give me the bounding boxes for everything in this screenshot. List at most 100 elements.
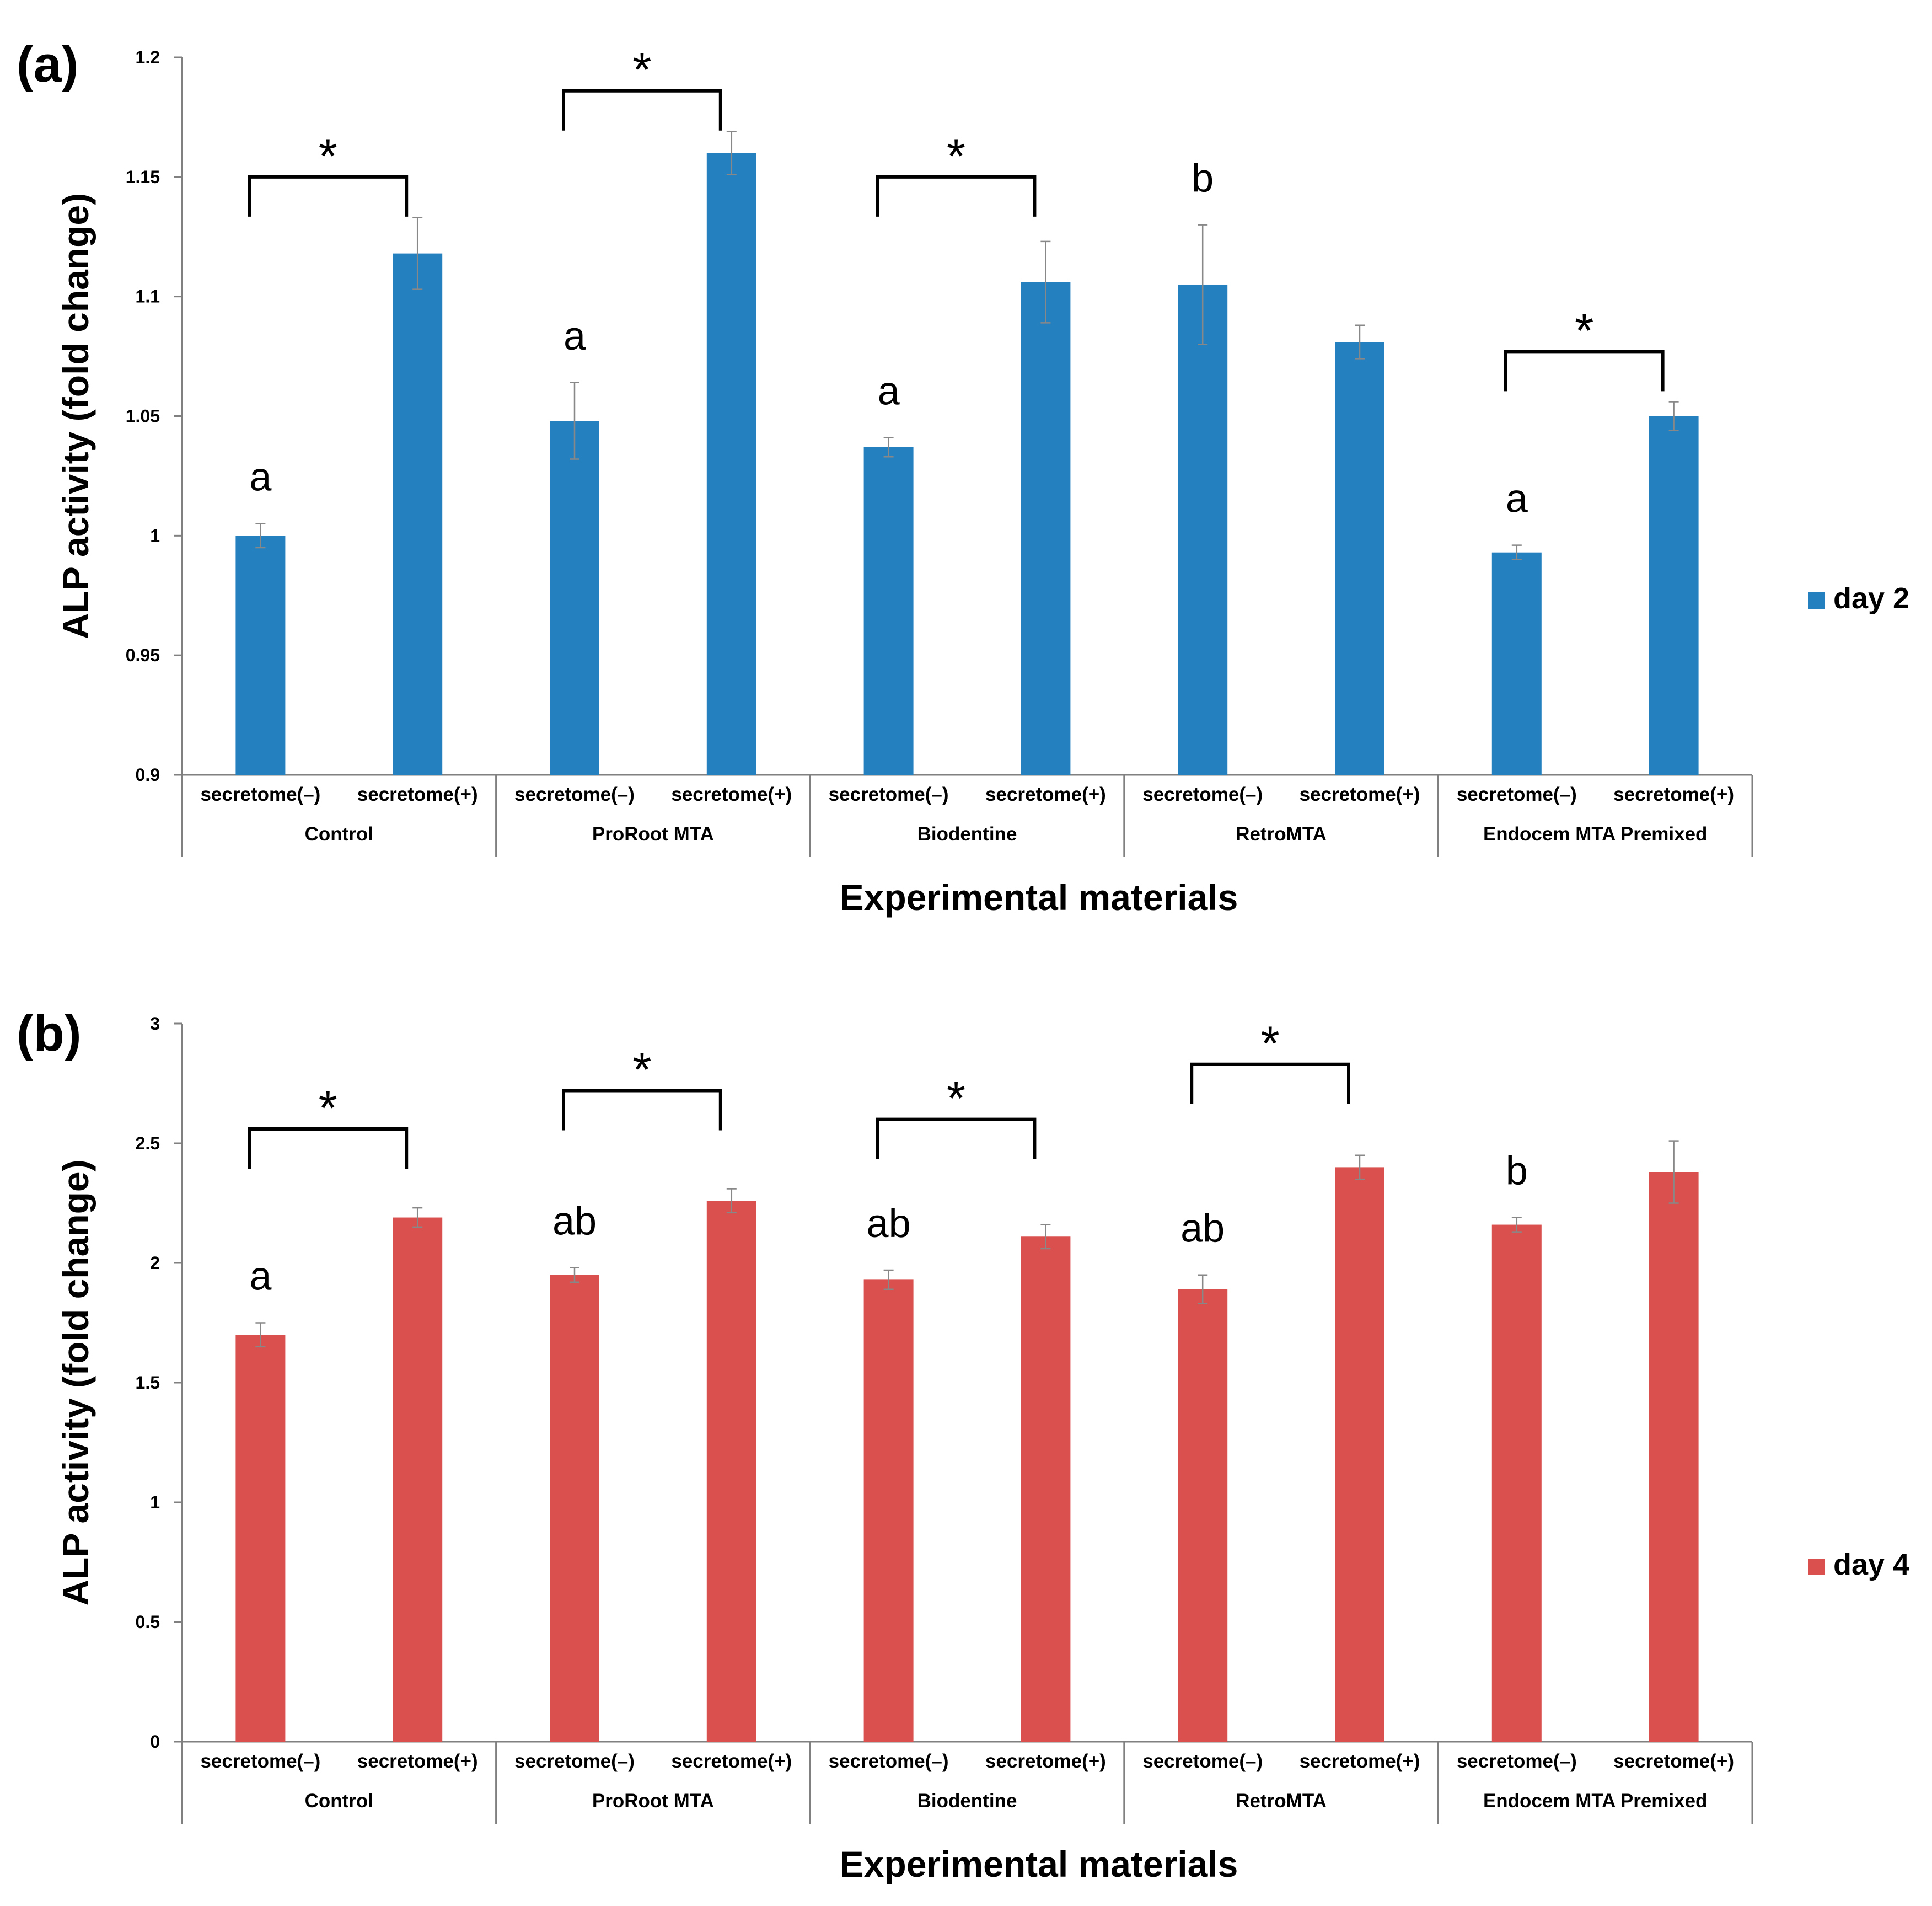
y-tick-label: 0 <box>150 1732 160 1752</box>
legend-label: day 2 <box>1833 582 1909 615</box>
bar <box>550 421 599 775</box>
x-sub-label: secretome(–) <box>200 1750 320 1772</box>
group-letter-annotation: a <box>249 1255 272 1299</box>
y-tick-label: 1.1 <box>136 287 160 307</box>
x-group-label: Endocem MTA Premixed <box>1483 1790 1707 1812</box>
y-tick-label: 3 <box>150 1014 160 1034</box>
x-axis-title: Experimental materials <box>840 1844 1238 1884</box>
significance-star: * <box>947 129 965 183</box>
bar <box>550 1275 599 1742</box>
bar <box>393 253 443 775</box>
x-group-label: Control <box>305 1790 373 1812</box>
x-sub-label: secretome(+) <box>1613 784 1734 805</box>
panel-label: (b) <box>17 1005 81 1062</box>
significance-bracket <box>1504 350 1665 392</box>
group-letter-annotation: ab <box>867 1202 911 1246</box>
y-tick-label: 2.5 <box>136 1133 160 1153</box>
group-letter-annotation: a <box>1506 477 1528 521</box>
bar <box>1021 282 1071 775</box>
x-sub-label: secretome(+) <box>985 784 1106 805</box>
bar <box>863 447 914 775</box>
x-group-label: ProRoot MTA <box>592 1790 714 1812</box>
y-axis-title: ALP activity (fold change) <box>55 193 96 639</box>
x-group-label: ProRoot MTA <box>592 823 714 845</box>
x-sub-label: secretome(+) <box>357 1750 478 1772</box>
x-group-label: Biodentine <box>917 1790 1017 1812</box>
significance-bracket <box>1190 1062 1350 1104</box>
bar <box>1178 1289 1228 1742</box>
y-tick-label: 0.9 <box>136 765 160 785</box>
significance-star: * <box>632 1042 651 1097</box>
x-sub-label: secretome(–) <box>829 1750 949 1772</box>
y-tick-label: 1.5 <box>136 1373 160 1393</box>
bar <box>1021 1236 1071 1742</box>
bar <box>1491 1224 1542 1742</box>
bar <box>706 153 756 775</box>
bar <box>706 1201 756 1742</box>
bar <box>393 1217 443 1742</box>
x-sub-label: secretome(–) <box>1457 784 1577 805</box>
legend-swatch <box>1808 592 1825 609</box>
bar <box>1649 416 1699 775</box>
x-sub-label: secretome(+) <box>671 784 792 805</box>
y-tick-label: 0.5 <box>136 1612 160 1632</box>
group-letter-annotation: b <box>1192 157 1214 201</box>
x-sub-label: secretome(+) <box>671 1750 792 1772</box>
significance-star: * <box>1575 303 1593 357</box>
bar <box>235 1335 286 1742</box>
x-group-label: Endocem MTA Premixed <box>1483 823 1707 845</box>
x-sub-label: secretome(–) <box>1142 784 1263 805</box>
significance-star: * <box>947 1071 965 1126</box>
x-sub-label: secretome(–) <box>1457 1750 1577 1772</box>
y-tick-label: 0.95 <box>126 645 160 665</box>
group-letter-annotation: a <box>249 456 272 500</box>
significance-star: * <box>319 1080 337 1135</box>
bar <box>1491 552 1542 775</box>
x-group-label: Control <box>305 823 373 845</box>
y-tick-label: 1.05 <box>126 406 160 426</box>
bar <box>1335 342 1384 775</box>
y-axis-title: ALP activity (fold change) <box>55 1159 96 1605</box>
x-group-label: RetroMTA <box>1236 823 1327 845</box>
y-tick-label: 2 <box>150 1253 160 1273</box>
y-tick-label: 1.15 <box>126 167 160 187</box>
significance-bracket <box>876 175 1037 217</box>
x-sub-label: secretome(+) <box>1300 784 1420 805</box>
bar <box>1335 1167 1384 1742</box>
legend-label: day 4 <box>1833 1548 1909 1581</box>
bar <box>1649 1172 1699 1742</box>
significance-bracket <box>876 1117 1037 1159</box>
significance-star: * <box>319 129 337 183</box>
x-sub-label: secretome(+) <box>985 1750 1106 1772</box>
bar <box>1178 284 1228 775</box>
significance-star: * <box>632 42 651 97</box>
group-letter-annotation: ab <box>552 1200 597 1244</box>
group-letter-annotation: b <box>1506 1149 1528 1193</box>
x-sub-label: secretome(+) <box>357 784 478 805</box>
bar <box>235 536 286 775</box>
chart-panel-b: (b) 0 0.5 1 1.5 2 2.5 3 secretome(–) secretome(+)… <box>17 1005 1909 1884</box>
group-letter-annotation: a <box>878 370 900 414</box>
y-tick-label: 1 <box>150 1492 160 1512</box>
x-group-label: Biodentine <box>917 823 1017 845</box>
x-axis-title: Experimental materials <box>840 877 1238 918</box>
y-tick-label: 1.2 <box>136 47 160 67</box>
significance-star: * <box>1260 1016 1279 1070</box>
x-sub-label: secretome(–) <box>514 1750 635 1772</box>
x-sub-label: secretome(–) <box>829 784 949 805</box>
group-letter-annotation: ab <box>1180 1207 1225 1251</box>
group-letter-annotation: a <box>564 314 586 358</box>
y-tick-label: 1 <box>150 526 160 545</box>
x-sub-label: secretome(–) <box>514 784 635 805</box>
chart-panel-a: (a) 0.9 0.95 1 1.05 1.1 1.15 1.2 secretome(–) sec… <box>17 36 1909 918</box>
legend-swatch <box>1808 1559 1825 1575</box>
x-sub-label: secretome(–) <box>1142 1750 1263 1772</box>
x-sub-label: secretome(+) <box>1613 1750 1734 1772</box>
bar <box>863 1279 914 1742</box>
panel-label: (a) <box>17 36 78 93</box>
significance-bracket <box>562 1089 722 1131</box>
significance-bracket <box>248 1127 409 1169</box>
x-sub-label: secretome(–) <box>200 784 320 805</box>
significance-bracket <box>248 175 409 217</box>
